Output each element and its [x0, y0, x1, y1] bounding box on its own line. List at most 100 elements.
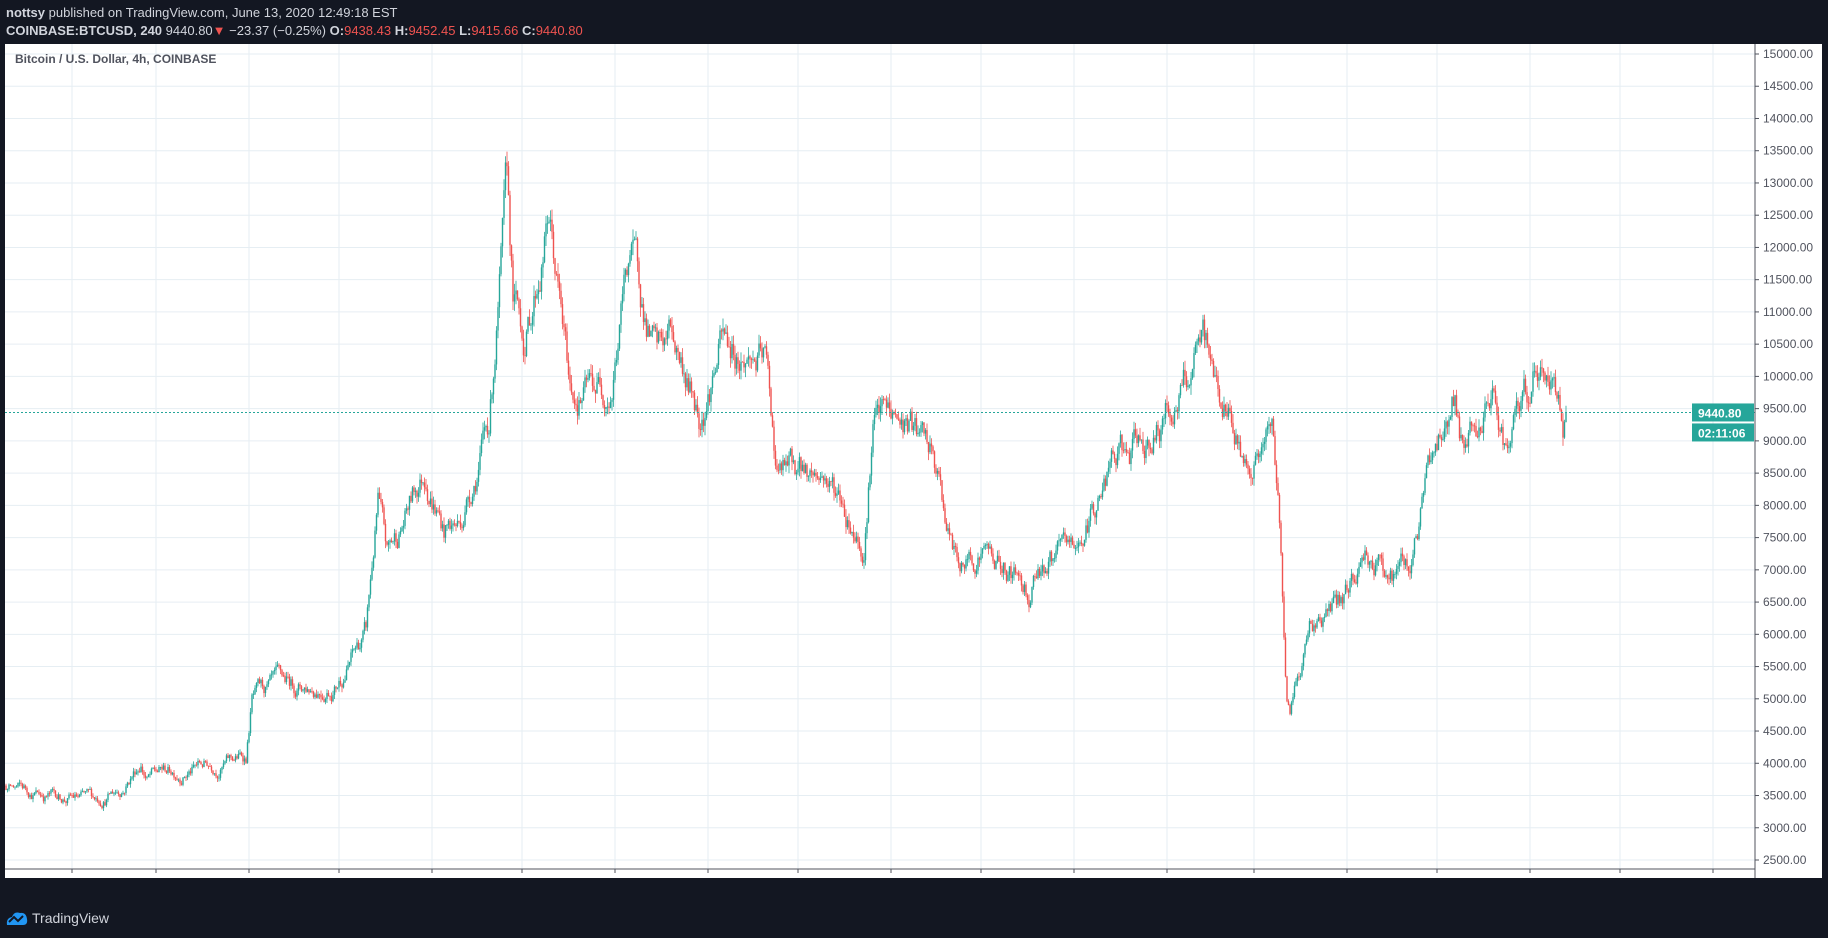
candle-body — [147, 774, 150, 777]
candle-body — [59, 794, 61, 800]
candle-body — [725, 332, 727, 334]
candle-body — [111, 791, 114, 794]
candle-body — [1161, 418, 1164, 430]
candle-body — [476, 481, 478, 492]
candle-body — [1469, 421, 1471, 433]
candle-body — [938, 470, 940, 475]
publish-info: nottsy published on TradingView.com, Jun… — [6, 5, 397, 20]
candle-body — [671, 326, 673, 333]
candle-body — [591, 373, 594, 386]
candle-body — [1040, 571, 1042, 576]
candle-body — [470, 502, 472, 505]
candle-body — [326, 692, 328, 699]
candle-body — [573, 399, 576, 404]
candle-body — [159, 766, 162, 768]
candle-body — [851, 531, 853, 534]
candle-body — [1476, 436, 1479, 438]
candle-body — [1367, 555, 1369, 565]
candle-body — [447, 520, 450, 525]
candle-body — [1358, 566, 1360, 574]
candle-body — [782, 459, 784, 471]
candle-body — [1386, 575, 1389, 578]
candle-body — [1422, 492, 1425, 497]
candle-body — [221, 767, 223, 770]
candle-body — [1136, 435, 1138, 444]
candle-body — [858, 541, 861, 549]
author-name[interactable]: nottsy — [6, 5, 45, 20]
candle-body — [483, 427, 486, 431]
candle-body — [726, 332, 729, 347]
candle-body — [1407, 566, 1410, 571]
candle-body — [1364, 550, 1366, 560]
price-tick-label: 3000.00 — [1763, 821, 1807, 835]
candle-body — [120, 794, 123, 797]
candle-body — [810, 470, 813, 473]
candle-body — [1377, 554, 1380, 560]
candle-body — [494, 364, 496, 379]
candle-body — [1328, 604, 1330, 611]
price-tick-label: 4500.00 — [1763, 724, 1807, 738]
candle-body — [12, 785, 15, 788]
candle-body — [165, 770, 168, 773]
candle-body — [1100, 496, 1102, 498]
candle-body — [1470, 421, 1473, 426]
candle-body — [1391, 570, 1393, 581]
candle-body — [378, 492, 381, 499]
candle-body — [797, 468, 799, 473]
candle-body — [27, 792, 30, 798]
candle-body — [831, 477, 834, 482]
candle-body — [96, 798, 99, 802]
candle-body — [930, 443, 933, 447]
price-tick-label: 11500.00 — [1763, 273, 1812, 287]
candle-body — [902, 419, 904, 433]
candle-body — [33, 793, 36, 796]
candle-body — [951, 534, 954, 550]
candle-body — [393, 533, 396, 542]
candle-body — [212, 770, 214, 775]
candle-body — [314, 694, 316, 697]
price-chart[interactable]: 2500.00 3000.00 3500.00 4000.00 4500.00 5000.… — [5, 44, 1822, 878]
candle-body — [1187, 385, 1189, 388]
candle-body — [1112, 450, 1114, 454]
candle-body — [191, 766, 193, 774]
candle-body — [894, 413, 897, 415]
candle-body — [578, 400, 580, 416]
candle-body — [1308, 621, 1311, 634]
candle-body — [294, 693, 297, 697]
candle-body — [579, 400, 582, 404]
candle-body — [527, 317, 529, 332]
footer-brand[interactable]: TradingView — [32, 910, 110, 926]
candle-body — [153, 767, 156, 770]
candle-body — [272, 671, 274, 675]
candle-body — [789, 448, 792, 456]
candle-body — [317, 694, 319, 698]
candle-body — [197, 760, 199, 766]
candle-body — [174, 777, 177, 779]
candle-body — [848, 520, 850, 528]
candle-body — [866, 522, 868, 534]
candle-body — [519, 308, 522, 327]
candle-body — [1182, 369, 1185, 386]
candle-body — [302, 689, 304, 691]
candle-body — [237, 753, 240, 759]
candle-body — [480, 439, 483, 454]
low-label: L: — [459, 23, 472, 38]
candle-body — [1049, 551, 1051, 562]
candle-body — [1046, 571, 1048, 574]
candle-body — [1239, 441, 1242, 457]
candle-body — [542, 262, 544, 268]
candle-body — [864, 533, 867, 561]
candle-body — [1512, 415, 1515, 430]
candle-body — [453, 523, 456, 525]
candle-body — [1490, 399, 1492, 409]
price-tick-label: 9500.00 — [1763, 402, 1807, 416]
candle-body — [1481, 430, 1483, 433]
candle-body — [1362, 557, 1365, 560]
candle-body — [137, 771, 139, 773]
candle-body — [336, 687, 339, 689]
chart-panel[interactable]: 2500.00 3000.00 3500.00 4000.00 4500.00 5000.… — [5, 44, 1822, 878]
candle-body — [297, 684, 300, 691]
price-tick-label: 3500.00 — [1763, 789, 1807, 803]
candle-body — [987, 543, 990, 549]
candle-body — [948, 528, 951, 535]
